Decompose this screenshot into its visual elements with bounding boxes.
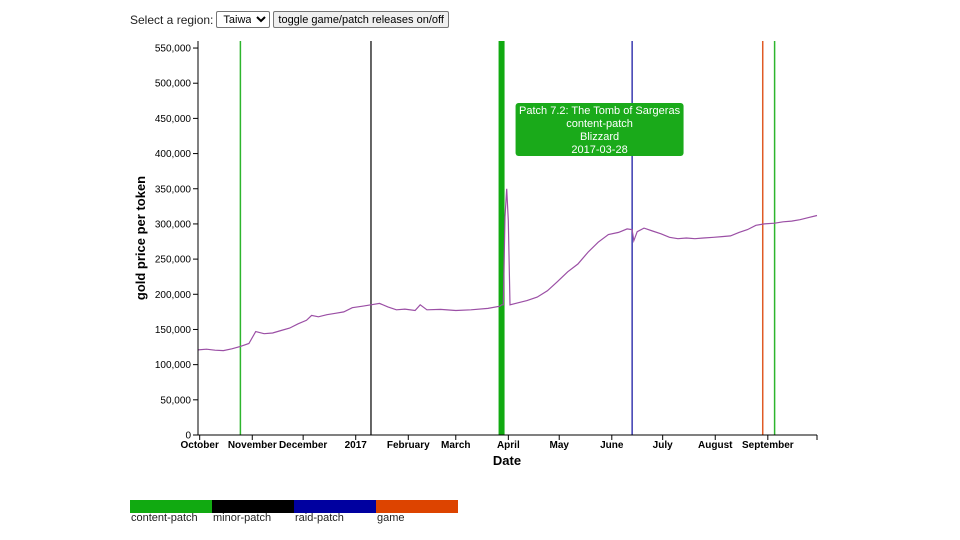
controls-bar: Select a region: Taiwan toggle game/patc… bbox=[130, 11, 449, 28]
y-tick-label: 400,000 bbox=[155, 149, 192, 160]
y-tick-label: 50,000 bbox=[160, 395, 191, 406]
x-tick-label: 2017 bbox=[345, 440, 368, 451]
tooltip-line: Blizzard bbox=[580, 131, 619, 143]
y-tick-label: 550,000 bbox=[155, 44, 192, 55]
legend-swatch bbox=[212, 500, 294, 513]
x-tick-label: August bbox=[698, 440, 733, 451]
legend-label: content-patch bbox=[131, 512, 198, 524]
toggle-releases-button[interactable]: toggle game/patch releases on/off bbox=[273, 11, 449, 28]
event-lines bbox=[239, 41, 776, 435]
x-tick-label: February bbox=[387, 440, 430, 451]
legend-swatch bbox=[294, 500, 376, 513]
x-axis: October November December 2017 February March… bbox=[181, 434, 818, 451]
y-tick-label: 450,000 bbox=[155, 114, 192, 125]
y-tick-label: 250,000 bbox=[155, 255, 192, 266]
x-tick-label: March bbox=[441, 440, 470, 451]
legend: content-patch minor-patch raid-patch game bbox=[130, 500, 458, 524]
y-tick-label: 300,000 bbox=[155, 219, 192, 230]
x-tick-label: June bbox=[600, 440, 624, 451]
y-tick-label: 350,000 bbox=[155, 184, 192, 195]
y-axis-title: gold price per token bbox=[133, 176, 148, 300]
x-tick-label: September bbox=[742, 440, 794, 451]
series-line bbox=[197, 188, 818, 352]
price-series bbox=[197, 188, 818, 352]
legend-label: minor-patch bbox=[213, 512, 271, 524]
legend-swatch bbox=[130, 500, 212, 513]
region-label: Select a region: bbox=[130, 12, 214, 27]
legend-label: game bbox=[377, 512, 405, 524]
y-tick-label: 100,000 bbox=[155, 360, 192, 371]
tooltip-line: content-patch bbox=[566, 118, 633, 130]
y-tick-label: 150,000 bbox=[155, 325, 192, 336]
x-tick-label: October bbox=[181, 440, 219, 451]
region-select[interactable]: Taiwan bbox=[216, 11, 271, 28]
legend-swatch bbox=[376, 500, 458, 513]
event-tooltip: Patch 7.2: The Tomb of Sargerascontent-p… bbox=[515, 103, 684, 156]
x-tick-label: December bbox=[279, 440, 327, 451]
tooltip-line: Patch 7.2: The Tomb of Sargeras bbox=[519, 105, 681, 117]
y-tick-label: 200,000 bbox=[155, 290, 192, 301]
x-tick-label: November bbox=[228, 440, 277, 451]
legend-label: raid-patch bbox=[295, 512, 344, 524]
y-tick-label: 0 bbox=[185, 431, 191, 442]
y-axis: 0 50,000 100,000 150,000 200,000 250,000 300,0… bbox=[155, 41, 199, 442]
y-tick-label: 500,000 bbox=[155, 79, 192, 90]
x-tick-label: July bbox=[653, 440, 673, 451]
x-tick-label: April bbox=[497, 440, 520, 451]
tooltip-line: 2017-03-28 bbox=[571, 144, 627, 156]
x-tick-label: May bbox=[549, 440, 569, 451]
tooltip-box bbox=[515, 103, 684, 156]
x-axis-title: Date bbox=[493, 453, 521, 468]
